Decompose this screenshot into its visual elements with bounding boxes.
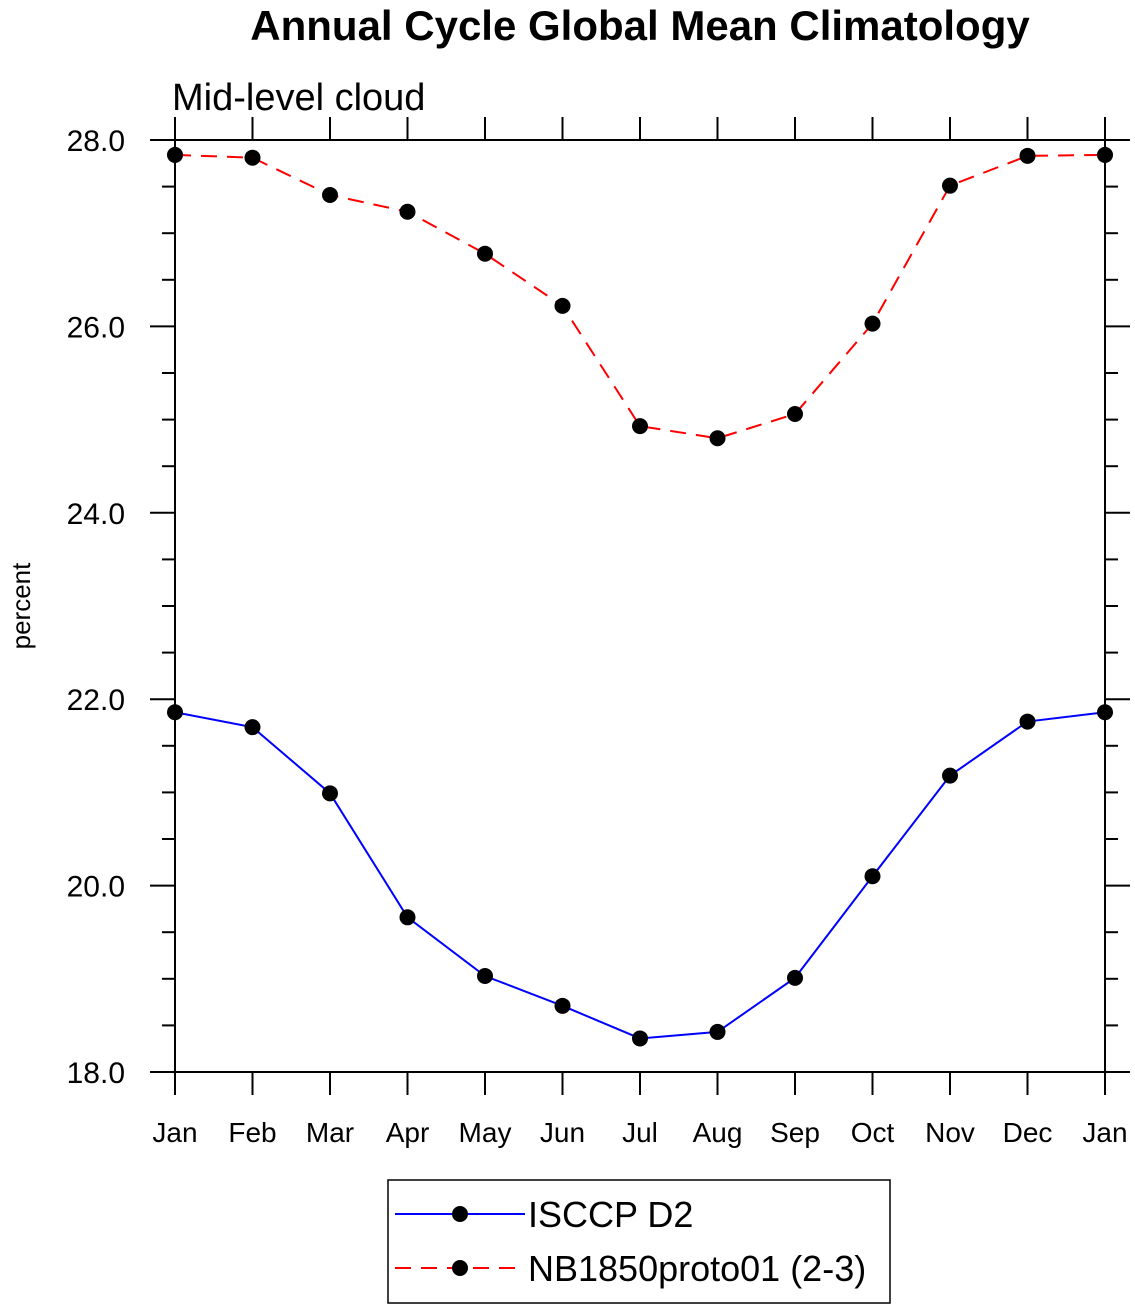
data-point-0 <box>477 968 493 985</box>
data-point-1 <box>322 186 338 203</box>
x-tick-label: Sep <box>770 1117 820 1148</box>
data-point-0 <box>399 909 416 926</box>
x-tick-label: Nov <box>925 1117 975 1148</box>
data-point-1 <box>864 315 881 332</box>
legend-label-0: ISCCP D2 <box>528 1194 693 1235</box>
series-group <box>167 146 1113 1047</box>
y-tick-label: 18.0 <box>67 1057 125 1090</box>
legend-label-1: NB1850proto01 (2-3) <box>528 1248 866 1289</box>
data-point-0 <box>864 868 881 885</box>
x-tick-label: Dec <box>1003 1117 1053 1148</box>
data-point-0 <box>632 1030 648 1047</box>
data-point-0 <box>244 719 261 736</box>
legend-marker-1 <box>452 1260 468 1276</box>
y-tick-label: 24.0 <box>67 498 125 531</box>
series-line-0 <box>174 711 1106 1040</box>
data-point-1 <box>942 177 958 194</box>
x-tick-label: Jun <box>540 1117 585 1148</box>
data-point-1 <box>1019 147 1036 164</box>
y-tick-label: 28.0 <box>67 125 125 158</box>
data-point-0 <box>709 1023 726 1040</box>
legend-marker-0 <box>452 1206 468 1222</box>
y-tick-label: 22.0 <box>67 684 125 717</box>
chart-subtitle: Mid-level cloud <box>172 77 425 119</box>
y-axis-label: percent <box>6 562 36 649</box>
y-tick-label: 26.0 <box>67 311 125 344</box>
data-point-1 <box>1097 146 1113 163</box>
data-point-1 <box>787 406 803 423</box>
x-tick-label: Mar <box>306 1117 354 1148</box>
data-point-0 <box>1019 713 1036 730</box>
axis-ticks <box>150 117 1130 1095</box>
x-tick-label: Aug <box>693 1117 743 1148</box>
x-tick-label: Apr <box>386 1117 430 1148</box>
data-point-0 <box>554 997 571 1014</box>
data-point-0 <box>1097 704 1113 721</box>
data-point-0 <box>167 704 183 721</box>
data-point-0 <box>787 969 803 986</box>
data-point-1 <box>632 418 648 435</box>
x-tick-label: Jan <box>1082 1117 1127 1148</box>
data-point-1 <box>554 297 571 314</box>
series-line-1 <box>174 153 1106 440</box>
data-point-1 <box>399 203 416 220</box>
data-point-0 <box>942 767 958 784</box>
x-tick-label: Jul <box>622 1117 658 1148</box>
data-point-1 <box>709 430 726 447</box>
tick-labels: Jan Feb Mar Apr May Jun Jul Aug Sep Oct Nov Dec Jan 1… <box>67 125 1128 1148</box>
x-tick-label: Jan <box>152 1117 197 1148</box>
x-tick-label: May <box>459 1117 512 1148</box>
chart-title: Annual Cycle Global Mean Climatology <box>250 2 1030 49</box>
data-point-1 <box>477 245 493 262</box>
x-tick-label: Oct <box>851 1117 895 1148</box>
legend-box <box>387 1179 891 1304</box>
x-tick-label: Feb <box>228 1117 276 1148</box>
legend: ISCCP D2 NB1850proto01 (2-3) <box>387 1179 891 1304</box>
y-tick-label: 20.0 <box>67 871 125 904</box>
data-point-0 <box>322 785 338 802</box>
data-point-1 <box>244 149 261 166</box>
plot-frame <box>174 139 1106 1073</box>
data-point-1 <box>167 146 183 163</box>
